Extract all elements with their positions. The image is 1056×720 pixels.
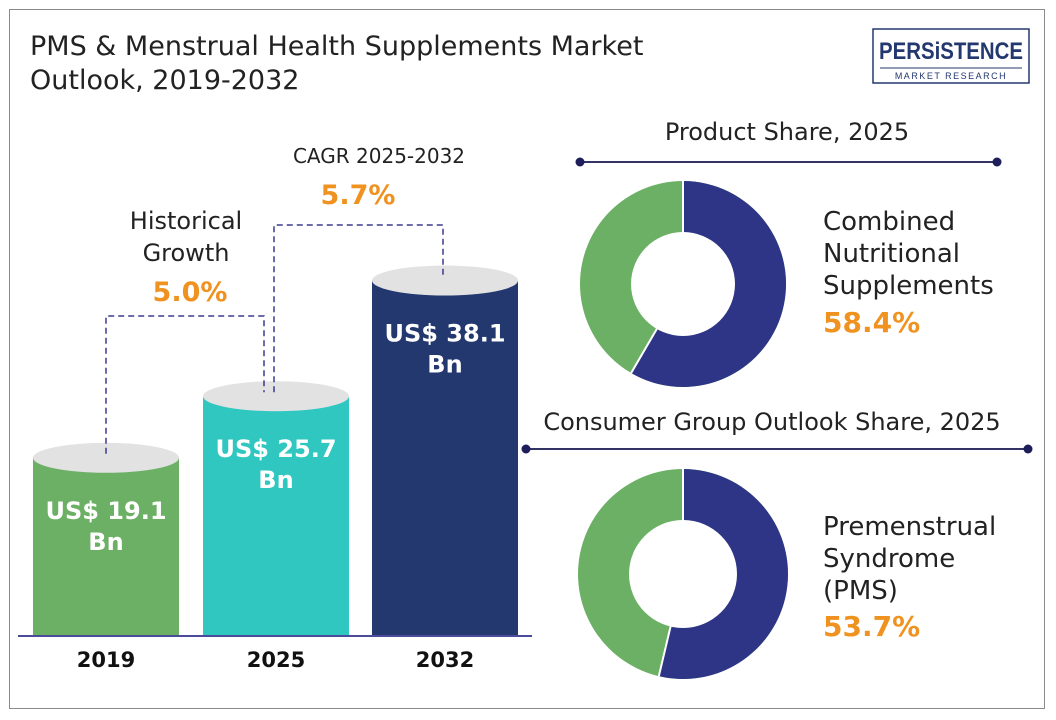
title-rule-dot	[1023, 444, 1033, 454]
bar-value-label: US$ 25.7	[215, 435, 336, 463]
donut-hole	[631, 232, 735, 336]
cagr-connector	[273, 224, 444, 393]
infographic-frame	[9, 9, 1045, 709]
slice-label-line: Syndrome	[823, 544, 955, 574]
title-line-2: Outlook, 2019-2032	[30, 65, 300, 96]
historical-label-line: Growth	[143, 239, 230, 267]
bar-value-unit: Bn	[258, 466, 293, 494]
slice-label-line: Combined	[823, 207, 955, 237]
product-share-chart: Product Share, 2025 CombinedNutritionalSu…	[575, 118, 1002, 387]
consumer-group-chart: Consumer Group Outlook Share, 2025 Premen…	[521, 408, 1033, 679]
bar-chart: US$ 19.1 Bn 2019 US$ 25.7 Bn 2025 US$ 38.1 Bn 20…	[18, 144, 532, 672]
bar-value-unit: Bn	[88, 528, 123, 556]
cagr-value: 5.7%	[321, 180, 396, 211]
logo-brand: PERSiSTENCE	[879, 38, 1023, 65]
logo-tagline: MARKET RESEARCH	[895, 71, 1007, 81]
slice-label-line: Premenstrual	[823, 512, 996, 542]
slice-value: 58.4%	[823, 306, 920, 339]
bar-2019	[33, 457, 179, 636]
bar-2025	[203, 396, 349, 636]
slice-label-line: Supplements	[823, 271, 994, 301]
cagr-label: CAGR 2025-2032	[293, 144, 465, 168]
donut-hole	[629, 520, 737, 628]
x-tick-label: 2019	[77, 648, 135, 672]
bar-value-unit: Bn	[427, 351, 462, 379]
donut-title: Product Share, 2025	[665, 118, 909, 146]
x-tick-label: 2025	[247, 648, 305, 672]
slice-label-line: Nutritional	[823, 239, 960, 269]
title-rule-dot	[521, 444, 531, 454]
page-title: PMS & Menstrual Health Supplements Marke…	[30, 30, 643, 98]
bar-value-label: US$ 38.1	[384, 320, 505, 348]
historical-label-line: Historical	[130, 207, 242, 235]
bar-cap-2032	[372, 265, 518, 296]
historical-connector	[105, 315, 265, 454]
bar-2032	[372, 280, 518, 636]
x-tick-label: 2032	[416, 648, 474, 672]
title-line-1: PMS & Menstrual Health Supplements Marke…	[30, 31, 644, 62]
bar-cap-2025	[203, 381, 349, 412]
slice-label-line: (PMS)	[823, 576, 898, 606]
historical-growth-value: 5.0%	[153, 277, 228, 308]
slice-value: 53.7%	[823, 610, 920, 643]
bar-cap-2019	[33, 442, 179, 473]
title-rule-dot	[992, 157, 1002, 167]
persistence-logo: PERSiSTENCE MARKET RESEARCH	[872, 28, 1030, 84]
bar-value-label: US$ 19.1	[45, 497, 166, 525]
title-rule-dot	[575, 157, 585, 167]
donut-title: Consumer Group Outlook Share, 2025	[543, 408, 1000, 436]
